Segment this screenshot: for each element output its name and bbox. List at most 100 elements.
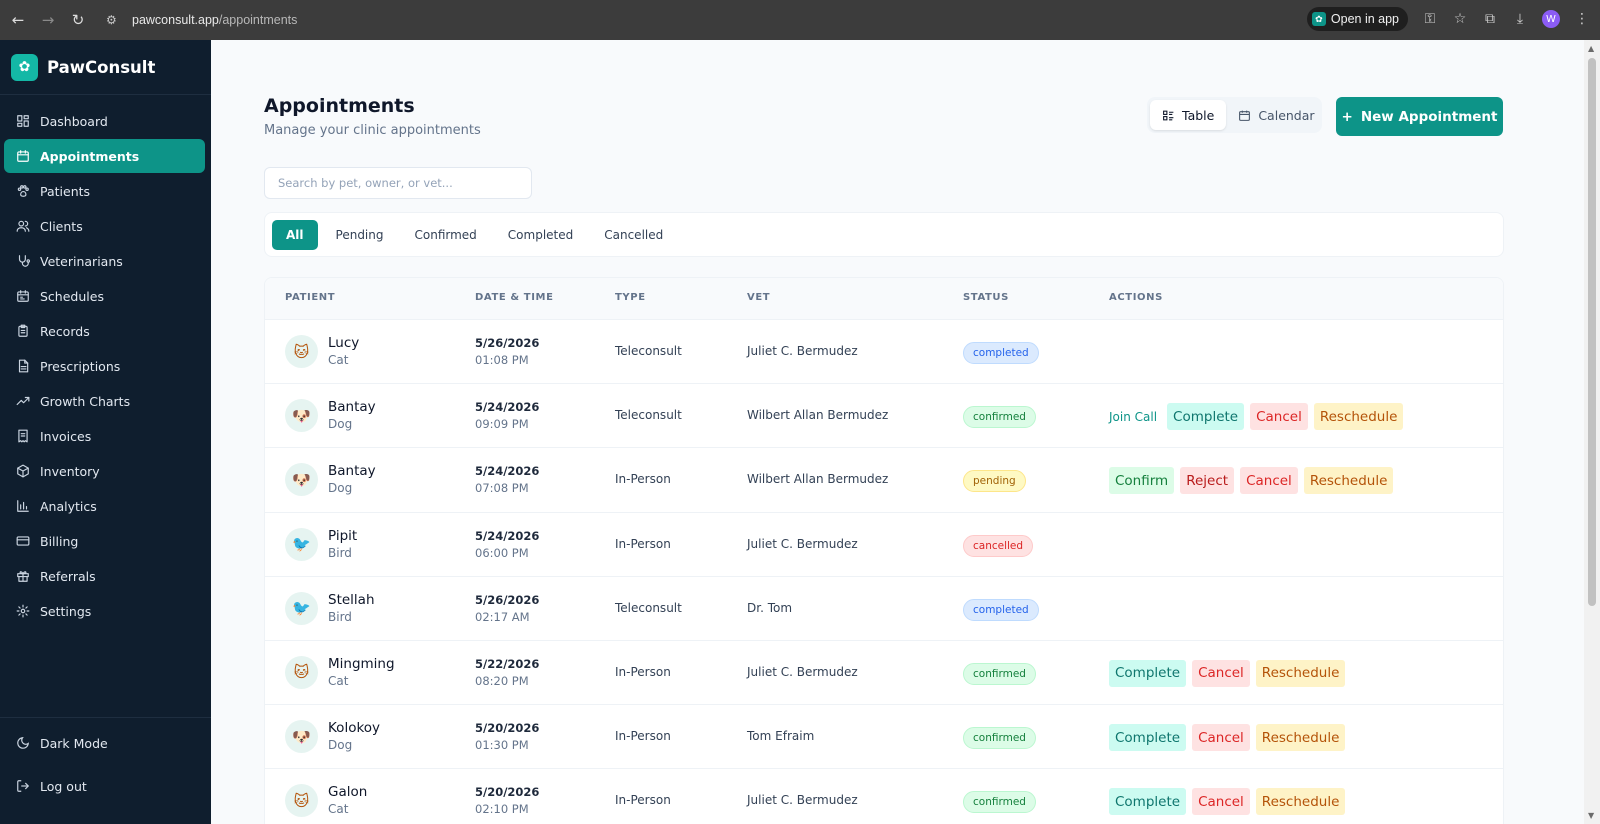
complete-button[interactable]: Complete [1109,788,1187,816]
sidebar-item-clients[interactable]: Clients [4,209,205,243]
filter-tab-completed[interactable]: Completed [507,227,574,242]
cancel-button[interactable]: Cancel [1192,788,1250,816]
patient-cell[interactable]: 🐱 Galon Cat [285,784,368,818]
sidebar-item-records[interactable]: Records [4,314,205,348]
view-calendar-button[interactable]: Calendar [1226,100,1326,130]
sidebar-item-patients[interactable]: Patients [4,174,205,208]
column-header-date: DATE & TIME [475,292,554,303]
appointment-type: In-Person [615,664,671,679]
scrollbar-thumb[interactable] [1588,58,1596,606]
filter-tab-all[interactable]: All [272,219,318,250]
calendar-icon [15,148,31,164]
view-table-button[interactable]: Table [1150,100,1227,130]
reschedule-button[interactable]: Reschedule [1303,467,1394,495]
table-row[interactable]: 🐶 Bantay Dog 5/24/2026 09:09 PM Teleconsult Wi… [265,384,1503,449]
table-row[interactable]: 🐶 Bantay Dog 5/24/2026 07:08 PM In-Person Wilb… [265,448,1503,513]
table-row[interactable]: 🐱 Lucy Cat 5/26/2026 01:08 PM Teleconsult Juli… [265,320,1503,385]
reschedule-button[interactable]: Reschedule [1255,788,1346,816]
scroll-down-icon[interactable]: ▼ [1588,811,1595,820]
dark-mode-toggle[interactable]: Dark Mode [4,726,205,760]
brand[interactable]: ✿ PawConsult [0,40,211,95]
status-badge: completed [963,342,1039,364]
cancel-button[interactable]: Cancel [1192,724,1250,752]
star-icon[interactable]: ☆ [1453,11,1467,27]
reject-button[interactable]: Reject [1180,467,1235,495]
logout-button[interactable]: Log out [4,769,205,803]
sidebar-item-settings[interactable]: Settings [4,594,205,628]
table-row[interactable]: 🐶 Kolokoy Dog 5/20/2026 01:30 PM In-Person Tom… [265,705,1503,770]
vet-name: Juliet C. Bermudez [747,664,858,679]
stethoscope-icon [15,253,31,269]
download-icon[interactable]: ⤓ [1516,11,1524,27]
join-call-button[interactable]: Join Call [1109,409,1158,424]
reload-icon[interactable]: ↻ [71,11,85,29]
more-menu-icon[interactable]: ⋮ [1575,11,1589,27]
open-in-app-button[interactable]: ✿ Open in app [1306,7,1408,31]
vet-name: Wilbert Allan Bermudez [747,408,889,423]
extensions-icon[interactable]: ⧉ [1485,11,1495,27]
pet-species: Cat [328,673,349,688]
table-row[interactable]: 🐦 Pipit Bird 5/24/2026 06:00 PM In-Person Juli… [265,513,1503,577]
patient-cell[interactable]: 🐱 Lucy Cat [285,335,359,368]
vet-name: Tom Efraim [747,729,815,744]
patient-cell[interactable]: 🐱 Mingming Cat [285,655,395,689]
scroll-up-icon[interactable]: ▲ [1588,44,1595,53]
browser-actions: ✿ Open in app ⚿ ☆ ⧉ ⤓ W ⋮ [1306,7,1590,31]
filter-tab-pending[interactable]: Pending [335,227,384,242]
sidebar-item-analytics[interactable]: Analytics [4,489,205,523]
complete-button[interactable]: Complete [1109,724,1187,752]
patient-cell[interactable]: 🐶 Bantay Dog [285,463,376,497]
sidebar-item-appointments[interactable]: Appointments [4,139,205,173]
filter-tab-cancelled[interactable]: Cancelled [604,227,664,242]
browser-toolbar: ← → ↻ ⚙ pawconsult.app/appointments ✿ Op… [0,0,1600,40]
new-appointment-button[interactable]: + New Appointment [1336,97,1503,136]
sidebar-item-schedules[interactable]: Schedules [4,279,205,313]
gift-icon [15,568,31,584]
sidebar-item-referrals[interactable]: Referrals [4,559,205,593]
sidebar-item-invoices[interactable]: Invoices [4,419,205,453]
browser-nav: ← → ↻ [5,7,91,33]
pet-name: Bantay [328,463,376,480]
sidebar-item-dashboard[interactable]: Dashboard [4,104,205,138]
reschedule-button[interactable]: Reschedule [1313,403,1404,431]
url-text[interactable]: pawconsult.app/appointments [132,13,298,27]
sidebar-item-label: Prescriptions [40,358,121,374]
sidebar-item-inventory[interactable]: Inventory [4,454,205,488]
sidebar-item-billing[interactable]: Billing [4,524,205,558]
pet-avatar: 🐦 [285,591,318,625]
forward-icon[interactable]: → [41,11,55,29]
complete-button[interactable]: Complete [1109,659,1187,687]
profile-avatar[interactable]: W [1542,10,1560,28]
cancel-button[interactable]: Cancel [1192,659,1250,687]
patient-cell[interactable]: 🐶 Bantay Dog [285,399,376,433]
appointment-date: 5/24/2026 [475,464,540,479]
site-info-icon[interactable]: ⚙ [106,13,117,27]
table-row[interactable]: 🐱 Mingming Cat 5/22/2026 08:20 PM In-Person Ju… [265,641,1503,706]
complete-button[interactable]: Complete [1167,403,1245,431]
cancel-button[interactable]: Cancel [1240,467,1298,495]
status-badge: confirmed [963,727,1036,750]
sidebar-item-prescriptions[interactable]: Prescriptions [4,349,205,383]
pet-name: Galon [328,784,368,801]
table-row[interactable]: 🐱 Galon Cat 5/20/2026 02:10 PM In-Person Julie… [265,769,1503,824]
sidebar-item-growth-charts[interactable]: Growth Charts [4,384,205,418]
filter-tab-confirmed[interactable]: Confirmed [414,227,477,242]
cancel-button[interactable]: Cancel [1250,403,1308,431]
page-scrollbar[interactable]: ▲ ▼ [1584,40,1600,824]
reschedule-button[interactable]: Reschedule [1255,724,1346,752]
view-table-label: Table [1182,107,1215,123]
search-input[interactable] [264,167,532,199]
row-actions: Complete Cancel Reschedule [1109,724,1346,752]
patient-cell[interactable]: 🐦 Stellah Bird [285,591,375,625]
confirm-button[interactable]: Confirm [1109,467,1175,495]
patient-cell[interactable]: 🐶 Kolokoy Dog [285,720,381,754]
back-icon[interactable]: ← [11,11,25,29]
patient-cell[interactable]: 🐦 Pipit Bird [285,527,357,561]
pet-avatar: 🐶 [285,399,318,433]
key-icon[interactable]: ⚿ [1424,11,1436,27]
address-bar[interactable]: ⚙ pawconsult.app/appointments [100,5,1600,35]
sidebar-item-veterinarians[interactable]: Veterinarians [4,244,205,278]
pet-name: Kolokoy [328,720,381,737]
reschedule-button[interactable]: Reschedule [1255,659,1346,687]
table-row[interactable]: 🐦 Stellah Bird 5/26/2026 02:17 AM Teleconsult… [265,577,1503,641]
